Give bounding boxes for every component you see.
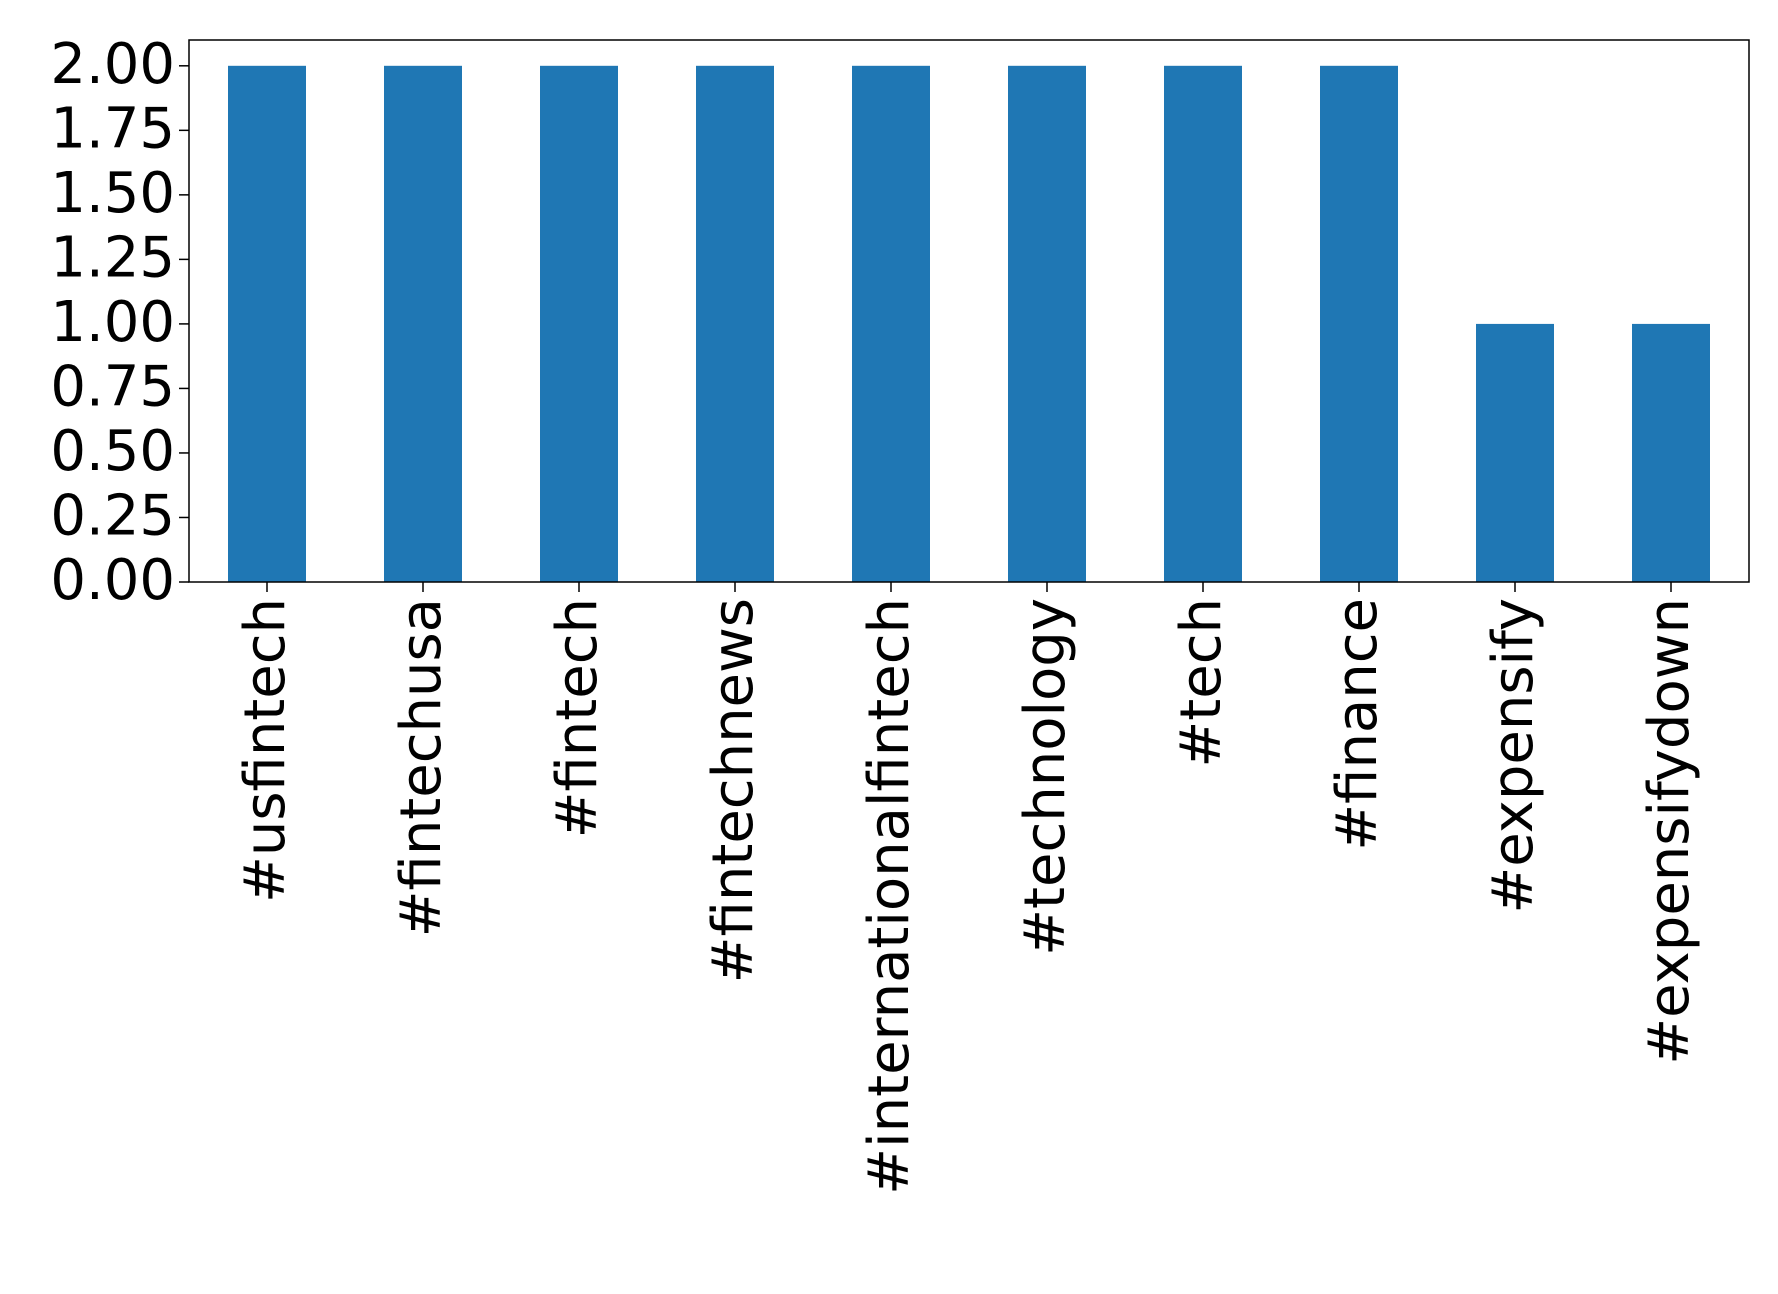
bar bbox=[540, 65, 618, 583]
y-tick-label: 0.75 bbox=[50, 355, 175, 420]
y-tick-label: 1.50 bbox=[50, 161, 175, 226]
bar bbox=[228, 65, 306, 583]
bar bbox=[696, 65, 774, 583]
y-tick-label: 1.75 bbox=[50, 96, 175, 161]
y-tick-label: 0.50 bbox=[50, 419, 175, 484]
x-tick-label: #fintechusa bbox=[389, 598, 454, 937]
bar bbox=[852, 65, 930, 583]
y-tick-label: 1.00 bbox=[50, 290, 175, 355]
y-tick-label: 1.25 bbox=[50, 226, 175, 291]
x-tick-label: #tech bbox=[1169, 598, 1234, 768]
x-tick-label: #technology bbox=[1013, 598, 1078, 956]
bar bbox=[1164, 65, 1242, 583]
bar bbox=[1476, 323, 1554, 582]
x-tick-label: #internationalfintech bbox=[857, 598, 922, 1195]
bar bbox=[1632, 323, 1710, 582]
bar bbox=[384, 65, 462, 583]
y-tick-label: 0.00 bbox=[50, 548, 175, 613]
y-tick-label: 2.00 bbox=[50, 32, 175, 97]
x-tick-label: #expensifydown bbox=[1637, 598, 1702, 1065]
plot-frame bbox=[188, 39, 1750, 583]
x-tick-label: #expensify bbox=[1481, 598, 1546, 914]
bar bbox=[1320, 65, 1398, 583]
x-tick-label: #usfintech bbox=[233, 598, 298, 903]
y-tick-label: 0.25 bbox=[50, 484, 175, 549]
x-tick-label: #fintech bbox=[545, 598, 610, 838]
x-tick-label: #fintechnews bbox=[701, 598, 766, 983]
bar bbox=[1008, 65, 1086, 583]
x-tick-label: #finance bbox=[1325, 598, 1390, 851]
